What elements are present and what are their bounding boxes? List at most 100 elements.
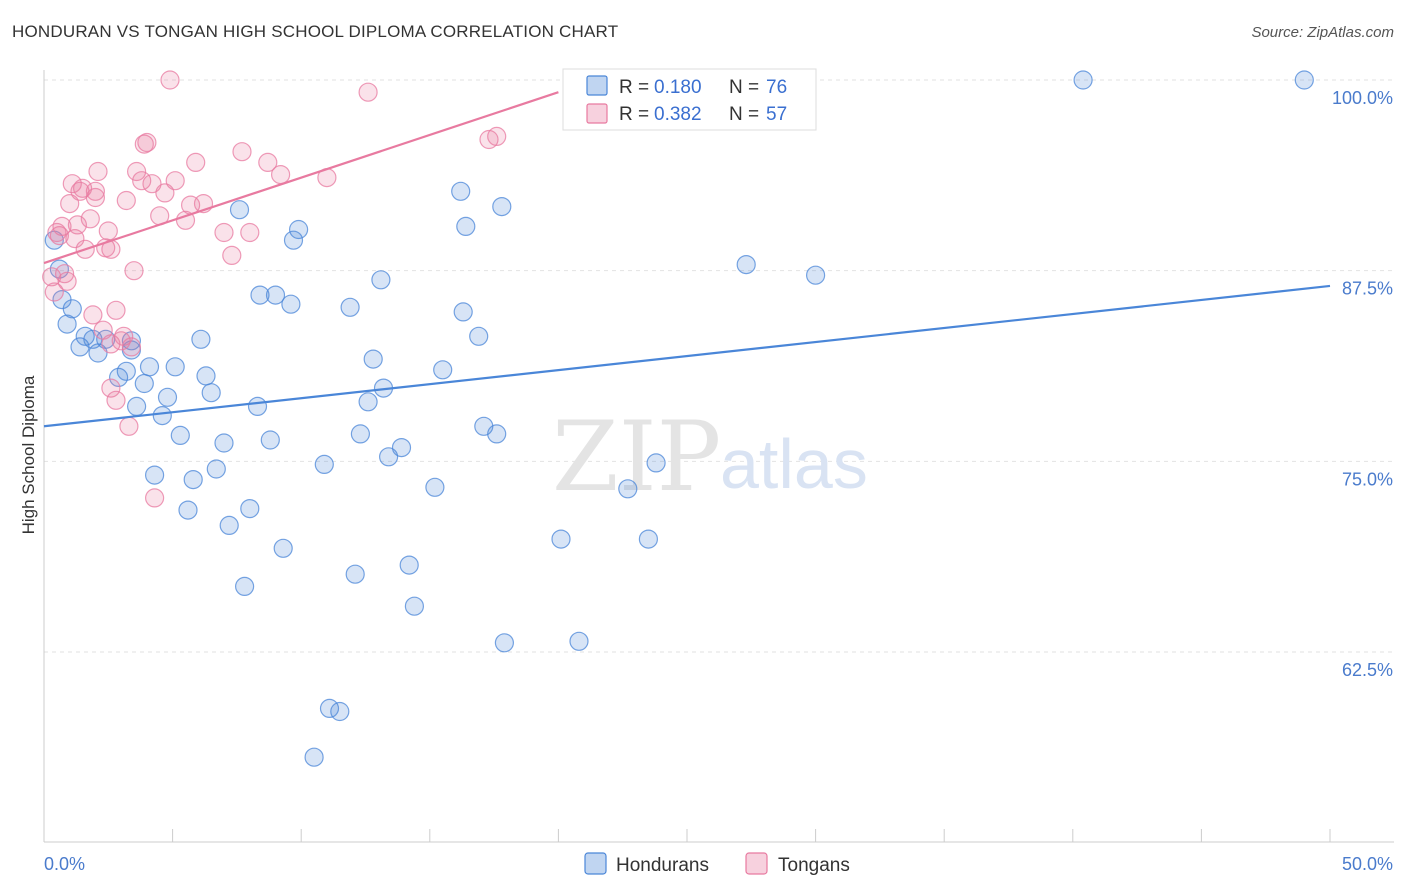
point-hondurans-34 <box>250 285 270 305</box>
point-hondurans-58 <box>451 181 471 201</box>
point-hondurans-4 <box>62 299 82 319</box>
trendline-tongans <box>43 91 559 265</box>
point-tongans-25 <box>106 300 126 320</box>
point-hondurans-6 <box>75 326 95 346</box>
point-tongans-33 <box>127 161 147 182</box>
stats-legend: R = 0.180 N = 76 R = 0.382 N = 57 <box>562 68 817 131</box>
point-hondurans-20 <box>165 357 185 377</box>
point-tongans-32 <box>124 261 144 281</box>
source-label: Source: ZipAtlas.com <box>1251 24 1394 41</box>
point-hondurans-23 <box>183 470 203 490</box>
point-tongans-52 <box>271 165 291 185</box>
point-tongans-55 <box>479 129 499 150</box>
point-hondurans-29 <box>219 515 239 536</box>
point-tongans-1 <box>44 282 64 302</box>
point-hondurans-18 <box>152 406 172 426</box>
x-tick-labels: 0.0% 50.0% <box>44 854 1393 874</box>
point-tongans-30 <box>119 416 139 436</box>
point-hondurans-14 <box>127 396 147 416</box>
point-hondurans-45 <box>340 297 360 317</box>
x-tick-label-0: 0.0% <box>44 854 85 874</box>
point-tongans-49 <box>232 142 252 162</box>
legend-r-label-hondurans: R = <box>619 77 649 98</box>
point-tongans-6 <box>57 271 77 291</box>
point-hondurans-42 <box>314 454 334 474</box>
point-tongans-36 <box>137 132 157 153</box>
point-tongans-38 <box>145 488 165 508</box>
stats-legend-frame <box>562 68 817 131</box>
point-tongans-56 <box>487 126 507 146</box>
point-hondurans-55 <box>404 596 424 616</box>
point-hondurans-59 <box>453 302 473 322</box>
point-tongans-41 <box>160 70 180 90</box>
point-hondurans-54 <box>399 555 419 575</box>
point-hondurans-21 <box>170 425 190 445</box>
point-hondurans-27 <box>206 459 226 479</box>
point-tongans-4 <box>52 216 72 236</box>
series-legend: Hondurans Tongans <box>584 852 850 876</box>
point-hondurans-60 <box>456 216 476 236</box>
point-hondurans-50 <box>371 270 391 290</box>
point-hondurans-41 <box>304 747 324 767</box>
point-hondurans-15 <box>134 373 154 394</box>
point-hondurans-71 <box>736 255 756 275</box>
y-tick-label-3: 62.5% <box>1342 660 1393 680</box>
series-legend-label-tongans: Tongans <box>778 855 850 876</box>
point-hondurans-46 <box>345 564 365 584</box>
legend-swatch-tongans <box>586 103 608 124</box>
point-tongans-7 <box>60 194 80 214</box>
point-hondurans-11 <box>116 361 136 381</box>
point-tongans-15 <box>83 305 103 325</box>
point-hondurans-22 <box>178 500 198 520</box>
watermark: ZIP atlas <box>552 401 868 513</box>
point-hondurans-48 <box>358 392 378 412</box>
legend-r-value-hondurans: 0.180 <box>654 77 702 98</box>
point-tongans-29 <box>116 190 136 211</box>
series-legend-swatch-tongans <box>745 852 768 875</box>
point-hondurans-73 <box>805 265 826 285</box>
y-tick-label-2: 75.0% <box>1342 469 1393 489</box>
point-tongans-47 <box>214 222 234 243</box>
y-axis-label: High School Diploma <box>19 375 38 534</box>
trendline-hondurans <box>43 284 1331 428</box>
series-legend-swatch-hondurans <box>584 852 607 875</box>
point-hondurans-32 <box>240 499 260 519</box>
point-tongans-28 <box>114 326 134 346</box>
point-tongans-40 <box>155 183 175 203</box>
point-hondurans-69 <box>638 529 659 549</box>
point-hondurans-57 <box>433 360 453 380</box>
point-tongans-51 <box>258 152 278 172</box>
point-hondurans-19 <box>157 387 178 407</box>
point-hondurans-10 <box>108 367 129 387</box>
point-hondurans-31 <box>235 576 255 597</box>
point-hondurans-53 <box>391 438 412 458</box>
x-ticks <box>43 829 1331 842</box>
y-tick-label-1: 87.5% <box>1342 279 1393 299</box>
point-tongans-5 <box>54 264 75 284</box>
x-tick-label-1: 50.0% <box>1342 854 1393 874</box>
point-hondurans-68 <box>618 479 638 499</box>
chart-title: HONDURAN VS TONGAN HIGH SCHOOL DIPLOMA C… <box>12 22 619 41</box>
series-legend-label-hondurans: Hondurans <box>616 855 709 876</box>
point-hondurans-75 <box>1294 70 1314 90</box>
point-tongans-31 <box>121 337 141 357</box>
point-tongans-17 <box>85 187 106 208</box>
point-tongans-18 <box>88 161 108 182</box>
point-hondurans-65 <box>494 633 514 653</box>
point-hondurans-40 <box>289 219 309 240</box>
point-tongans-50 <box>240 222 260 243</box>
point-hondurans-52 <box>379 447 399 467</box>
point-hondurans-56 <box>425 477 445 497</box>
point-tongans-54 <box>358 82 378 102</box>
point-tongans-48 <box>222 245 242 265</box>
point-tongans-23 <box>101 378 121 398</box>
point-hondurans-25 <box>196 366 216 386</box>
legend-r-value-tongans: 0.382 <box>654 104 702 125</box>
legend-n-label-hondurans: N = <box>729 77 759 98</box>
legend-n-value-hondurans: 76 <box>766 77 787 98</box>
point-tongans-42 <box>165 171 185 191</box>
point-hondurans-26 <box>201 383 221 403</box>
point-hondurans-33 <box>247 396 268 416</box>
point-hondurans-39 <box>283 230 304 250</box>
